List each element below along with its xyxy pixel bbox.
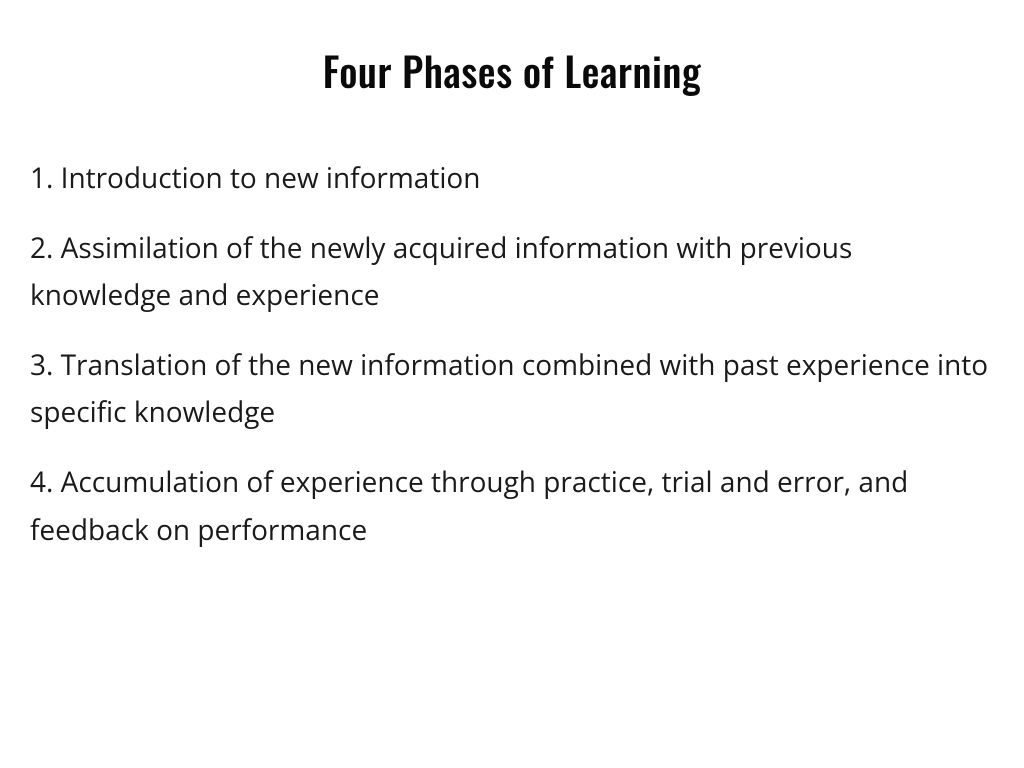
page-title: Four Phases of Learning: [30, 40, 994, 100]
list-item: 3. Translation of the new information co…: [30, 342, 994, 437]
list-item: 2. Assimilation of the newly acquired in…: [30, 225, 994, 320]
phases-list: 1. Introduction to new information 2. As…: [30, 155, 994, 554]
list-item: 1. Introduction to new information: [30, 155, 994, 203]
list-item: 4. Accumulation of experience through pr…: [30, 459, 994, 554]
